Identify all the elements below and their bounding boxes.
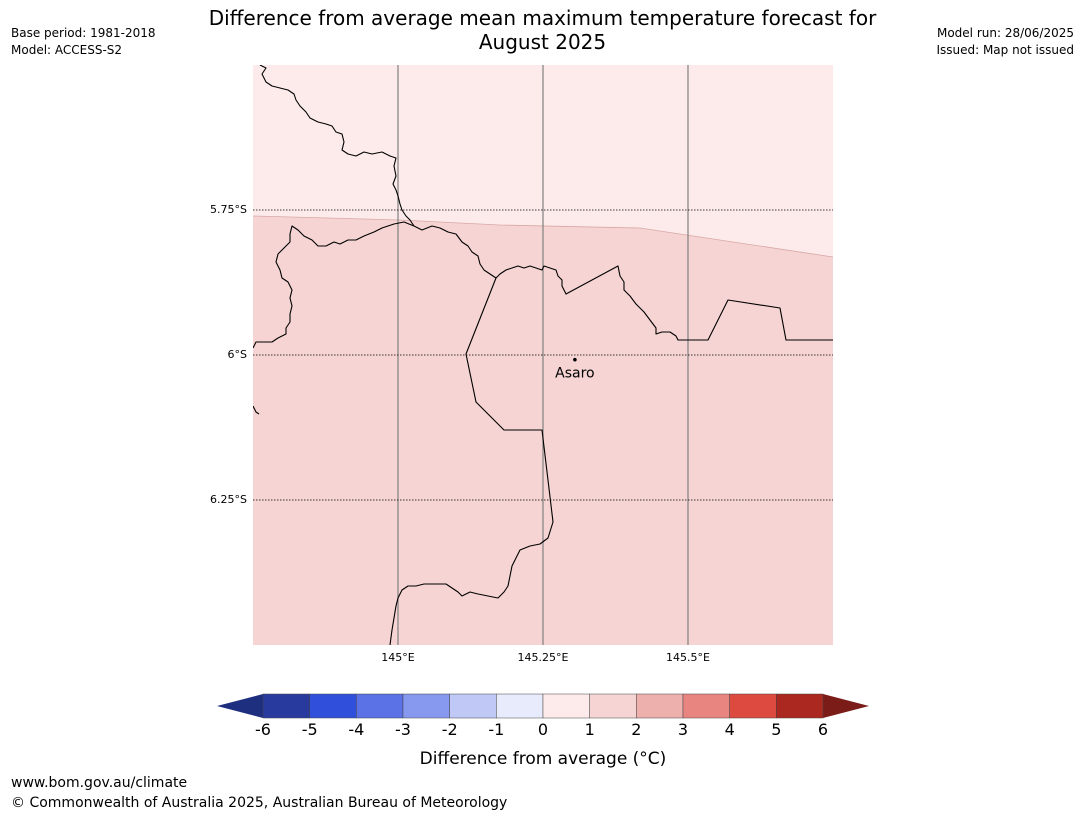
province-boundary-north [259,65,415,227]
colorbar-segment [402,693,450,719]
colorbar-tick-label: 3 [678,720,688,739]
place-dot [573,357,577,362]
colorbar-segment [589,693,637,719]
colorbar-tick-label: 2 [631,720,641,739]
colorbar-segment [776,693,824,719]
lon-label-145-25: 145.25°E [518,651,569,664]
lon-labels: 145°E 145.25°E 145.5°E [381,651,710,664]
map-title-line2: August 2025 [478,30,607,54]
colorbar-tick-label: -5 [302,720,318,739]
province-boundary-west-edge [253,405,260,415]
contour-line [253,215,833,258]
lon-label-145-5: 145.5°E [666,651,710,664]
province-boundary-south [389,277,554,645]
colorbar-label: Difference from average (°C) [420,749,667,769]
colorbar-tick-label: 1 [585,720,595,739]
place-asaro: Asaro [555,357,595,382]
colorbar-under-arrow [217,694,263,718]
province-boundaries [253,65,833,645]
model-text: Model: ACCESS-S2 [11,43,123,57]
issued-text: Issued: Map not issued [936,43,1074,57]
lon-label-145: 145°E [381,651,414,664]
colorbar-tick-label: -2 [442,720,458,739]
gridlines [253,65,833,645]
footer-copyright: © Commonwealth of Australia 2025, Austra… [11,795,508,811]
colorbar-segment [309,693,357,719]
base-period-text: Base period: 1981-2018 [11,26,156,40]
colorbar-segment [262,693,310,719]
province-boundary-west [253,221,415,349]
lat-label-5-75: 5.75°S [210,203,247,216]
map-title: Difference from average mean maximum tem… [0,6,1085,54]
model-run-text: Model run: 28/06/2025 [936,26,1074,40]
colorbar: -6 -5 -4 -3 -2 -1 0 1 2 3 4 5 6 Difference from aver… [217,693,869,769]
lat-label-6: 6°S [228,348,247,361]
colorbar-tick-label: 4 [725,720,735,739]
place-label: Asaro [555,366,594,382]
metadata-right: Model run: 28/06/2025 Issued: Map not is… [936,25,1074,59]
colorbar-segment [542,693,590,719]
colorbar-tick-label: -3 [395,720,411,739]
colorbar-segments [262,693,824,719]
map-title-line1: Difference from average mean maximum tem… [208,6,877,30]
colorbar-tick-label: 5 [771,720,781,739]
colorbar-tick-label: 0 [538,720,548,739]
metadata-left: Base period: 1981-2018 Model: ACCESS-S2 [11,25,156,59]
colorbar-tick-label: -4 [348,720,364,739]
colorbar-tick-labels: -6 -5 -4 -3 -2 -1 0 1 2 3 4 5 6 [255,720,828,739]
lat-labels: 5.75°S 6°S 6.25°S [210,203,247,506]
footer-url: www.bom.gov.au/climate [11,775,188,791]
colorbar-segment [682,693,730,719]
colorbar-segment [729,693,777,719]
colorbar-segment [636,693,684,719]
colorbar-tick-label: -1 [488,720,504,739]
colorbar-over-arrow [823,694,869,718]
colorbar-segment [449,693,497,719]
colorbar-tick-label: 6 [818,720,828,739]
province-boundary-central [413,225,833,341]
colorbar-segment [356,693,404,719]
lat-label-6-25: 6.25°S [210,493,247,506]
colorbar-segment [496,693,544,719]
colorbar-tick-label: -6 [255,720,271,739]
